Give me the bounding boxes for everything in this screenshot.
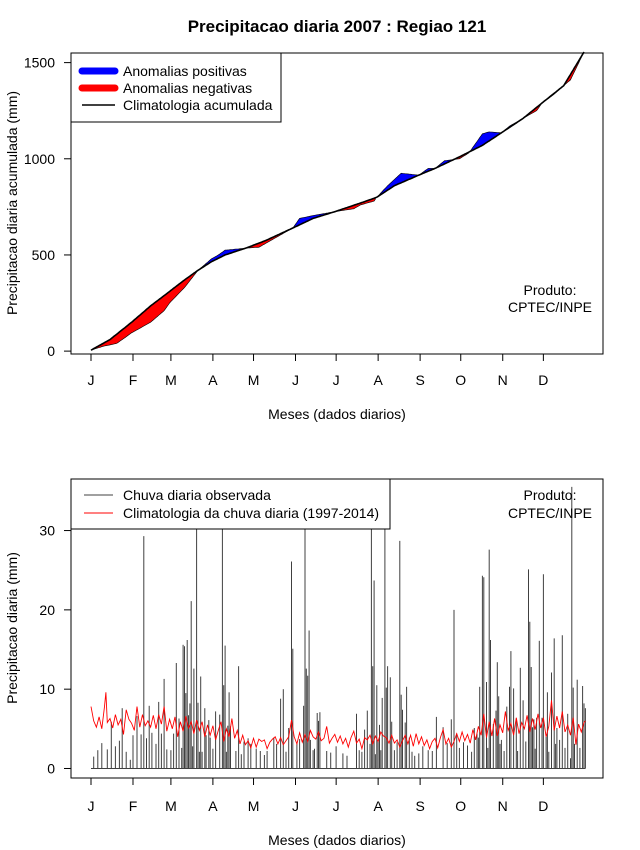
chart-title: Precipitacao diaria 2007 : Regiao 121 (188, 17, 487, 36)
top-y-axis-label: Precipitacao diaria acumulada (mm) (4, 91, 20, 315)
bottom-y-tick-label: 10 (39, 681, 55, 697)
top-x-tick-label: J (292, 372, 299, 388)
bottom-x-tick-label: M (165, 798, 177, 814)
top-y-tick-label: 0 (47, 343, 55, 359)
bottom-produto-label: Produto: (524, 487, 577, 503)
bottom-x-tick-label: M (248, 798, 260, 814)
top-produto-label: Produto: (524, 282, 577, 298)
bottom-x-tick-label: F (129, 798, 138, 814)
top-y-tick-label: 1000 (24, 151, 55, 167)
bottom-legend: Chuva diaria observada Climatologia da c… (70, 478, 391, 530)
top-y-tick-label: 500 (32, 247, 56, 263)
top-x-tick-label: S (415, 372, 424, 388)
top-x-tick-label: J (88, 372, 95, 388)
legend-label-daily-climatology: Climatologia da chuva diaria (1997-2014) (123, 505, 379, 521)
bottom-plot-area (90, 486, 586, 769)
top-legend: Anomalias positivas Anomalias negativas … (70, 52, 282, 123)
top-x-tick-label: D (538, 372, 548, 388)
top-x-tick-label: A (208, 372, 218, 388)
top-x-tick-label: M (165, 372, 177, 388)
bottom-panel: 0 10 20 30 J F M A M J J A S O N D Precipitacao diaria… (4, 478, 604, 848)
top-x-tick-label: A (373, 372, 383, 388)
bottom-legend-box (70, 478, 391, 530)
bottom-y-tick-label: 0 (47, 760, 55, 776)
legend-label-observed: Chuva diaria observada (123, 487, 271, 503)
top-x-tick-label: N (498, 372, 508, 388)
legend-label-positive: Anomalias positivas (123, 63, 247, 79)
top-x-tick-label: M (248, 372, 260, 388)
top-x-tick-label: O (455, 372, 466, 388)
bottom-x-tick-label: J (292, 798, 299, 814)
bottom-y-tick-label: 30 (39, 523, 55, 539)
top-y-axis: 0 500 1000 1500 (24, 55, 72, 359)
legend-label-climatology: Climatologia acumulada (123, 97, 273, 113)
bottom-x-tick-label: N (498, 798, 508, 814)
bottom-x-tick-label: D (538, 798, 548, 814)
top-produto-source: CPTEC/INPE (508, 299, 592, 315)
bottom-x-tick-label: J (333, 798, 340, 814)
bottom-x-tick-label: A (373, 798, 383, 814)
bottom-x-axis-label: Meses (dados diarios) (268, 832, 406, 848)
top-x-axis-label: Meses (dados diarios) (268, 406, 406, 422)
bottom-x-tick-label: S (415, 798, 424, 814)
bottom-produto-source: CPTEC/INPE (508, 505, 592, 521)
bottom-y-axis-label: Precipitacao diaria (mm) (4, 552, 20, 704)
positive-anomaly-area (197, 247, 246, 271)
top-x-tick-label: F (129, 372, 138, 388)
bottom-y-tick-label: 20 (39, 602, 55, 618)
daily-climatology-line (90, 692, 586, 751)
bottom-x-tick-label: A (208, 798, 218, 814)
top-x-tick-label: J (333, 372, 340, 388)
top-y-tick-label: 1500 (24, 55, 55, 71)
cumulative-climatology-line (90, 51, 585, 351)
top-plot-area (90, 51, 585, 351)
bottom-x-tick-label: O (455, 798, 466, 814)
bottom-x-tick-label: J (88, 798, 95, 814)
legend-label-negative: Anomalias negativas (123, 80, 252, 96)
bottom-y-axis: 0 10 20 30 (39, 523, 72, 776)
top-panel: 0 500 1000 1500 J F M A M J J A S O N D Precipitacao d… (4, 51, 604, 422)
